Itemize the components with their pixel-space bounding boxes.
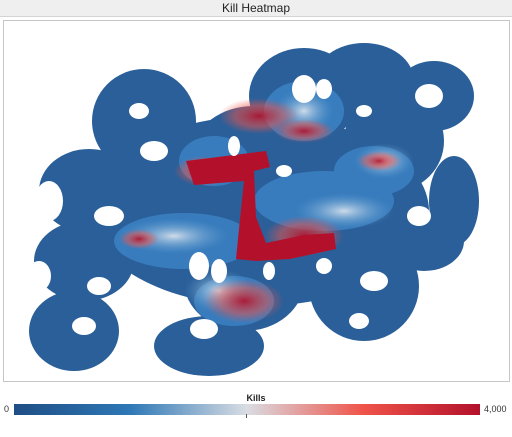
legend-mid-tick (246, 414, 247, 418)
heatmap-plot-area[interactable] (3, 20, 510, 382)
heatmap-core-region (186, 151, 336, 261)
color-scale-legend (14, 404, 480, 415)
heatmap-svg (27, 43, 479, 376)
legend-max-label: 4,000 (484, 404, 507, 414)
legend-title: Kills (246, 393, 266, 403)
legend-min-label: 0 (4, 404, 10, 414)
chart-title: Kill Heatmap (0, 0, 512, 17)
heatmap-obstacles (27, 75, 443, 339)
